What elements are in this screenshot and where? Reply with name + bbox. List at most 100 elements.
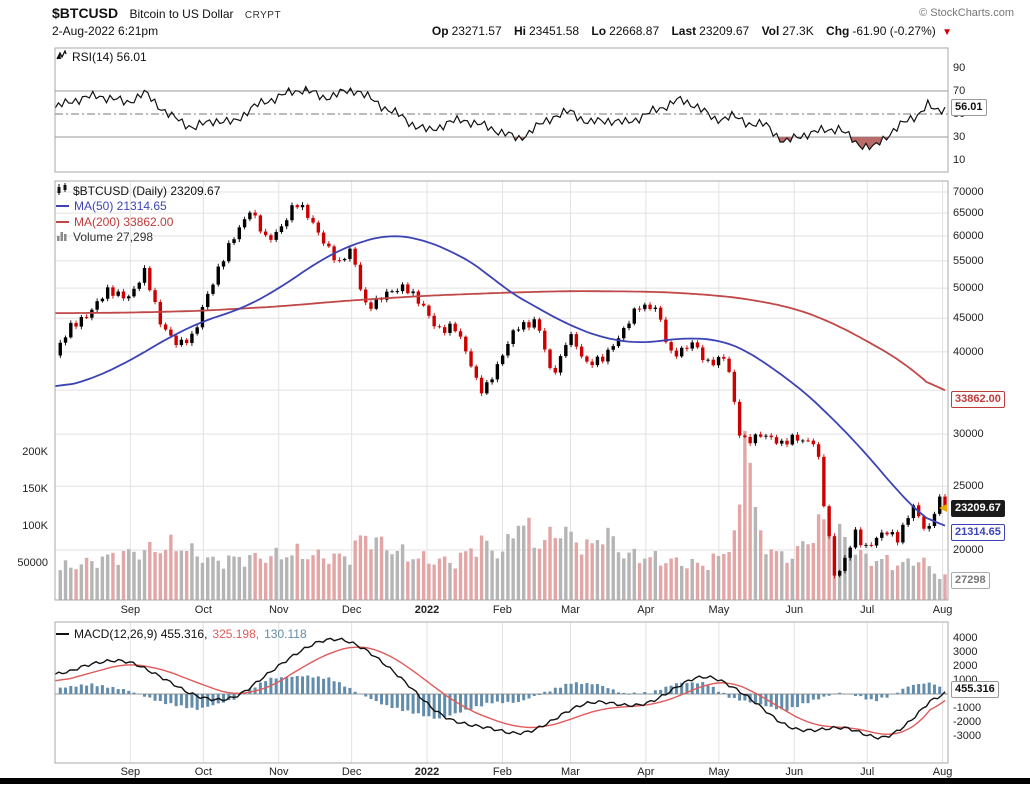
last-value: 23209.67: [699, 24, 750, 38]
ma50-value-badge: 21314.65: [951, 524, 1005, 541]
rsi-axis-label: 30: [953, 131, 966, 143]
month-label: 2022: [414, 604, 440, 616]
price-axis-label: 45000: [953, 312, 984, 325]
rsi-plot: [55, 85, 948, 151]
ma200-line-swatch: [56, 220, 69, 223]
macd-signal-value: 325.198,: [212, 626, 260, 641]
month-label: Jun: [785, 604, 804, 616]
macd-legend: MACD(12,26,9) 455.316, 325.198, 130.118: [56, 626, 307, 642]
month-label: May: [708, 604, 730, 616]
volume-axis-label: 200K: [22, 446, 48, 458]
volume-value: 27.3K: [782, 24, 814, 38]
month-label: Jul: [860, 604, 875, 616]
rsi-legend-label: RSI(14) 56.01: [72, 49, 147, 64]
low-label: Lo: [591, 24, 607, 38]
ma50-legend-label: MA(50) 21314.65: [74, 199, 167, 214]
candlestick-series: [58, 202, 947, 579]
rsi-axis-label: 10: [953, 154, 966, 166]
open-value: 23271.57: [451, 24, 502, 38]
macd-legend-label: MACD(12,26,9) 455.316,: [74, 626, 208, 641]
month-label: Feb: [492, 766, 512, 778]
volume-axis-label: 100K: [22, 520, 48, 532]
macd-axis-label: -2000: [953, 716, 982, 728]
month-label: Oct: [194, 604, 212, 616]
month-label: Aug: [932, 604, 953, 616]
ma200-legend-label: MA(200) 33862.00: [74, 214, 174, 229]
high-label: Hi: [513, 24, 526, 38]
macd-axis-label: 3000: [953, 646, 978, 658]
month-label: Sep: [120, 604, 141, 616]
open-label: Op: [431, 24, 449, 38]
high-value: 23451.58: [528, 24, 580, 38]
macd-histogram: [58, 675, 947, 719]
month-label: Mar: [561, 766, 580, 778]
rsi-indicator-icon: [56, 49, 67, 64]
month-label: Jul: [860, 766, 875, 778]
rsi-value-badge: 56.01: [951, 99, 987, 116]
volume-value-badge: 27298: [951, 572, 990, 589]
macd-axis-label: -3000: [953, 730, 982, 742]
quote-row: 2-Aug-2022 6:21pm Op 23271.57 Hi 23451.58 …: [52, 24, 952, 40]
price-legend: $BTCUSD (Daily) 23209.67 MA(50) 21314.65…: [56, 182, 221, 245]
month-label: Feb: [492, 604, 512, 616]
price-legend-label: $BTCUSD (Daily) 23209.67: [73, 183, 221, 198]
month-label: Sep: [120, 766, 141, 778]
chart-header: $BTCUSD Bitcoin to US Dollar CRYPT © Sto…: [52, 5, 1022, 23]
month-label: Jun: [785, 766, 804, 778]
month-label: May: [708, 766, 730, 778]
volume-label: Vol: [761, 24, 780, 38]
rsi-axis-label: 90: [953, 62, 966, 74]
month-label: Dec: [341, 604, 362, 616]
symbol: $BTCUSD: [52, 5, 119, 21]
month-label: Dec: [341, 766, 362, 778]
quote-values: Op 23271.57 Hi 23451.58 Lo 22668.87 Last 232…: [423, 24, 952, 38]
low-value: 22668.87: [609, 24, 660, 38]
price-axis-label: 20000: [953, 544, 984, 556]
candlestick-icon: [56, 182, 68, 199]
quote-datetime: 2-Aug-2022 6:21pm: [52, 24, 159, 38]
panel-borders: [54, 47, 949, 764]
month-label: Nov: [268, 766, 289, 778]
price-axis-label: 25000: [953, 480, 984, 493]
month-label: Apr: [637, 604, 655, 616]
volume-axis-label: 150K: [22, 483, 48, 495]
price-axis-label: 30000: [953, 428, 984, 441]
macd-line-swatch: [56, 632, 69, 635]
month-label: 2022: [414, 766, 440, 778]
price-axis-label: 40000: [953, 345, 984, 358]
price-axis-label: 65000: [953, 207, 984, 220]
rsi-legend: RSI(14) 56.01: [56, 49, 147, 65]
ma200-value-badge: 33862.00: [951, 391, 1005, 408]
rsi-axis-label: 70: [953, 85, 966, 97]
price-axis-label: 50000: [953, 282, 984, 295]
month-label: Oct: [194, 766, 212, 778]
price-axis-label: 55000: [953, 254, 984, 267]
volume-axis-label: 50000: [17, 557, 48, 569]
last-price-arrow-marker: [939, 504, 947, 512]
moving-average-lines: [55, 235, 946, 527]
macd-lines: [55, 637, 946, 740]
macd-axis-label: -1000: [953, 702, 982, 714]
month-label: Nov: [268, 604, 289, 616]
volume-legend-label: Volume 27,298: [73, 230, 154, 245]
change-down-triangle-icon: ▼: [942, 27, 952, 38]
last-label: Last: [671, 24, 697, 38]
last-price-badge: 23209.67: [951, 500, 1005, 517]
volume-bars-icon: [56, 230, 68, 244]
macd-axis-label: 2000: [953, 660, 978, 672]
month-label: Aug: [932, 766, 953, 778]
symbol-description: Bitcoin to US Dollar: [129, 7, 234, 21]
ma50-line-swatch: [56, 205, 69, 208]
month-label: Apr: [637, 766, 655, 778]
bottom-border-bar: [0, 778, 1030, 784]
macd-histogram-value: 130.118: [264, 626, 307, 641]
change-label: Chg: [826, 24, 850, 38]
exchange-tag: CRYPT: [244, 10, 282, 21]
price-axis-label: 60000: [953, 230, 984, 243]
change-value: -61.90 (-0.27%): [852, 24, 936, 38]
macd-axis-label: 4000: [953, 632, 978, 644]
month-label: Mar: [561, 604, 580, 616]
price-axis-label: 70000: [953, 186, 984, 198]
